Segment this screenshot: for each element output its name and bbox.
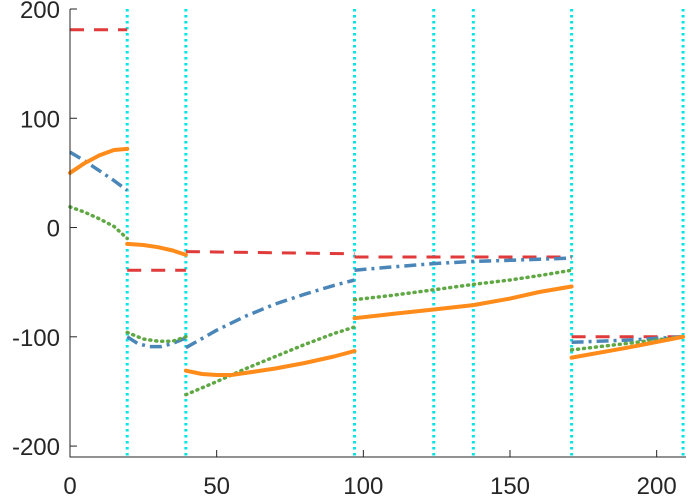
x-tick-label: 50 xyxy=(203,473,230,498)
series-dotted-segment-4 xyxy=(569,335,685,352)
y-tick-label: 200 xyxy=(20,0,60,24)
series-solid-segment-0 xyxy=(68,146,130,175)
series-solid xyxy=(68,146,686,377)
y-tick-label: -200 xyxy=(12,434,60,461)
series-dashdot-segment-0 xyxy=(69,150,129,192)
series-dashdot-segment-3 xyxy=(354,256,572,272)
x-axis-ticks: 0 50 100 150 200 xyxy=(63,450,677,498)
axis-frame xyxy=(69,9,686,458)
data-series xyxy=(68,28,686,397)
y-axis-ticks: 200 100 0 -100 -200 xyxy=(12,0,77,461)
series-dashdot xyxy=(69,150,684,350)
series-solid-segment-4 xyxy=(569,334,686,360)
series-solid-segment-3 xyxy=(352,284,574,321)
vertical-dotted-lines xyxy=(125,9,685,457)
series-dotted-segment-0 xyxy=(68,205,129,241)
series-solid-segment-2 xyxy=(183,349,357,377)
series-dashdot-segment-4 xyxy=(571,335,684,345)
x-tick-label: 0 xyxy=(63,473,76,498)
x-tick-label: 200 xyxy=(637,473,677,498)
series-dashed xyxy=(70,28,684,339)
x-tick-label: 150 xyxy=(490,473,530,498)
series-dotted-segment-2 xyxy=(184,325,357,397)
series-solid-segment-1 xyxy=(125,241,188,257)
y-tick-label: -100 xyxy=(12,325,60,352)
series-dotted xyxy=(68,205,685,397)
series-dotted-segment-3 xyxy=(352,268,574,302)
y-tick-label: 100 xyxy=(20,106,60,133)
series-dashed-segment-2 xyxy=(185,250,355,256)
y-tick-label: 0 xyxy=(47,216,60,243)
series-dotted-segment-1 xyxy=(125,330,188,343)
x-tick-label: 100 xyxy=(343,473,383,498)
series-dashdot-segment-2 xyxy=(185,278,355,350)
axes xyxy=(69,9,686,458)
series-dashdot-segment-1 xyxy=(126,335,187,349)
